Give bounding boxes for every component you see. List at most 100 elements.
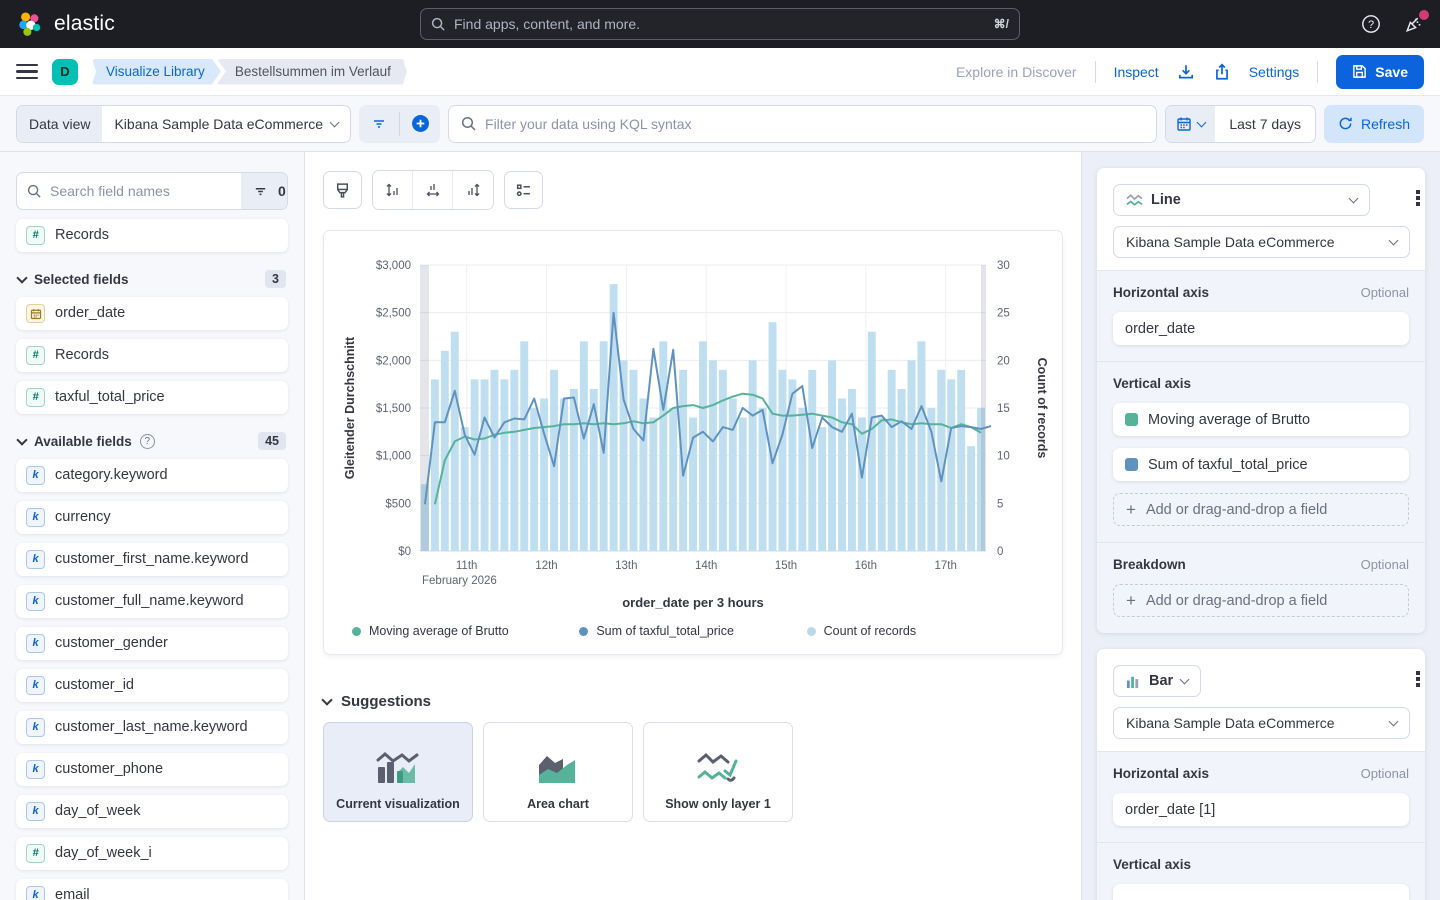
download-icon[interactable]	[1177, 63, 1195, 81]
legend-item[interactable]: Sum of taxful_total_price	[579, 624, 806, 638]
add-filter-button[interactable]	[400, 105, 440, 143]
legend-item[interactable]: Moving average of Brutto	[352, 624, 579, 638]
suggestion-current-visualization[interactable]: Current visualization	[323, 722, 473, 822]
layer-2-chart-type-select[interactable]: Bar	[1113, 665, 1202, 697]
layer-1-data-view-select[interactable]: Kibana Sample Data eCommerce	[1113, 226, 1410, 258]
space-avatar[interactable]: D	[52, 58, 78, 85]
svg-text:$3,000: $3,000	[376, 260, 411, 272]
bar-chart-type-icon	[1126, 676, 1139, 688]
save-button-label: Save	[1375, 63, 1408, 80]
layer-1-chart-type-select[interactable]: Line	[1113, 184, 1370, 216]
field-label: category.keyword	[55, 467, 168, 484]
right-axis-button[interactable]	[453, 171, 493, 209]
legend-button[interactable]	[504, 171, 543, 209]
field-item[interactable]: # day_of_week_i	[16, 837, 288, 870]
field-item[interactable]: k day_of_week	[16, 795, 288, 828]
refresh-button[interactable]: Refresh	[1323, 104, 1424, 143]
kql-input[interactable]	[485, 115, 1145, 132]
field-item[interactable]: # Records	[16, 339, 288, 372]
data-view-label: Kibana Sample Data eCommerce	[1126, 715, 1335, 731]
field-item[interactable]: order_date	[16, 297, 288, 330]
chart-panel[interactable]: $0 $500 $1,000 $1,500 $2,000 $2,500 $3,000 0 5 10…	[323, 230, 1063, 655]
calendar-dropdown[interactable]	[1166, 105, 1216, 142]
svg-text:$1,500: $1,500	[376, 403, 411, 415]
visual-options-button[interactable]	[323, 171, 362, 209]
field-item[interactable]: k customer_phone	[16, 753, 288, 786]
field-item[interactable]: k customer_id	[16, 669, 288, 702]
available-fields-count: 45	[258, 432, 286, 450]
field-item[interactable]: k email	[16, 879, 288, 900]
legend-item[interactable]: Count of records	[806, 624, 1034, 638]
legend-dot	[806, 626, 816, 636]
refresh-icon	[1339, 117, 1352, 130]
selected-fields-accordion[interactable]: Selected fields 3	[16, 270, 286, 288]
legend-label: Moving average of Brutto	[369, 624, 509, 638]
suggestion-show-only-layer-1[interactable]: Show only layer 1	[643, 722, 793, 822]
breadcrumb-visualize-library[interactable]: Visualize Library	[92, 59, 221, 85]
explore-in-discover-link: Explore in Discover	[955, 63, 1077, 80]
settings-link[interactable]: Settings	[1248, 63, 1300, 80]
mixed-chart-icon	[376, 752, 419, 783]
field-item[interactable]: k customer_first_name.keyword	[16, 543, 288, 576]
series-color-swatch	[1125, 458, 1138, 471]
help-icon[interactable]: ?	[1361, 14, 1381, 34]
add-vertical-field-button[interactable]: + Add or drag-and-drop a field	[1113, 493, 1409, 526]
share-icon[interactable]	[1213, 62, 1231, 81]
field-item[interactable]: k customer_full_name.keyword	[16, 585, 288, 618]
kql-search[interactable]	[448, 104, 1158, 143]
layer-2-options-icon[interactable]	[1410, 665, 1425, 693]
keyword-field-icon: k	[26, 508, 45, 527]
info-icon[interactable]: ?	[139, 433, 155, 449]
suggestions-title: Suggestions	[341, 693, 432, 710]
dimension-cutoff[interactable]	[1113, 884, 1409, 900]
svg-text:30: 30	[997, 260, 1010, 272]
field-item-records[interactable]: # Records	[16, 219, 288, 252]
dimension-order-date[interactable]: order_date	[1113, 312, 1409, 345]
dimension-order-date-1[interactable]: order_date [1]	[1113, 793, 1409, 826]
global-search-input[interactable]	[454, 16, 986, 32]
field-item[interactable]: k customer_last_name.keyword	[16, 711, 288, 744]
available-fields-title: Available fields	[34, 433, 132, 449]
svg-text:$2,500: $2,500	[376, 308, 411, 320]
inspect-link[interactable]: Inspect	[1113, 63, 1159, 80]
suggestions-accordion[interactable]: Suggestions	[321, 693, 1063, 710]
field-search[interactable]: 0	[16, 172, 288, 210]
elastic-logo[interactable]: elastic	[16, 10, 115, 38]
field-filter-button[interactable]: 0	[241, 173, 287, 209]
field-item[interactable]: k currency	[16, 501, 288, 534]
field-item[interactable]: k category.keyword	[16, 459, 288, 492]
global-search[interactable]: ⌘/	[420, 8, 1020, 40]
field-label: email	[55, 887, 90, 900]
time-range-value[interactable]: Last 7 days	[1229, 115, 1301, 132]
available-fields-accordion[interactable]: Available fields ? 45	[16, 432, 286, 450]
field-item[interactable]: k customer_gender	[16, 627, 288, 660]
svg-text:15: 15	[997, 403, 1010, 415]
newsfeed-icon[interactable]	[1403, 9, 1429, 35]
keyword-field-icon: k	[26, 886, 45, 900]
layer-1-breakdown-section: Breakdown Optional + Add or drag-and-dro…	[1097, 542, 1425, 633]
saved-query-filter-icon[interactable]	[359, 105, 399, 143]
layer-1-options-icon[interactable]	[1410, 184, 1425, 212]
dimension-label: Sum of taxful_total_price	[1148, 456, 1308, 473]
layer-2-data-view-select[interactable]: Kibana Sample Data eCommerce	[1113, 707, 1410, 739]
menu-icon[interactable]	[16, 63, 38, 80]
vertical-axis-title: Vertical axis	[1113, 376, 1192, 391]
save-button[interactable]: Save	[1336, 54, 1424, 89]
add-breakdown-field-button[interactable]: + Add or drag-and-drop a field	[1113, 584, 1409, 617]
date-picker: Last 7 days	[1165, 104, 1316, 143]
vertical-axis-title: Vertical axis	[1113, 857, 1192, 872]
data-view-selector[interactable]: Data view Kibana Sample Data eCommerce	[16, 104, 352, 143]
field-item[interactable]: # taxful_total_price	[16, 381, 288, 414]
field-label: taxful_total_price	[55, 389, 165, 406]
left-axis-button[interactable]	[373, 171, 413, 209]
dimension-moving-average[interactable]: Moving average of Brutto	[1113, 403, 1409, 436]
workspace: $0 $500 $1,000 $1,500 $2,000 $2,500 $3,000 0 5 10…	[305, 152, 1081, 900]
bottom-axis-button[interactable]	[413, 171, 453, 209]
suggestion-area-chart[interactable]: Area chart	[483, 722, 633, 822]
field-filter-count: 0	[278, 183, 286, 199]
dimension-sum-taxful[interactable]: Sum of taxful_total_price	[1113, 448, 1409, 481]
field-search-input[interactable]	[50, 183, 231, 199]
area-chart-icon	[539, 756, 575, 783]
svg-text:$500: $500	[385, 498, 411, 510]
dual-axis-chart[interactable]: $0 $500 $1,000 $1,500 $2,000 $2,500 $3,000 0 5 10…	[324, 239, 1064, 591]
